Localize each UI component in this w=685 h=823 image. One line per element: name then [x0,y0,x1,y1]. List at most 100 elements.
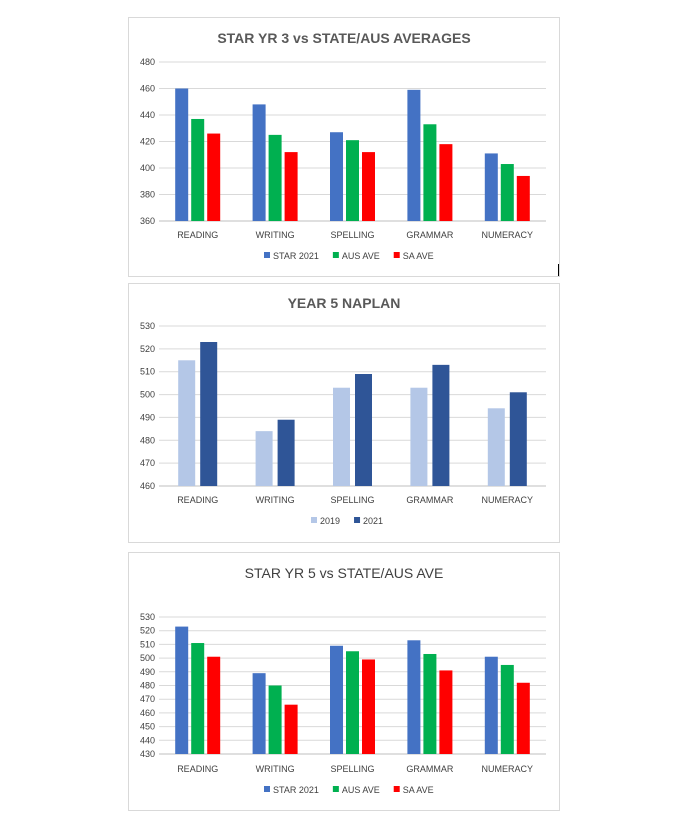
y-tick-label: 480 [140,57,155,67]
x-category-label: SPELLING [330,495,374,505]
chart-title: STAR YR 5 vs STATE/AUS AVE [245,565,444,581]
y-tick-label: 460 [140,481,155,491]
y-tick-label: 490 [140,412,155,422]
legend-label-aus-ave: AUS AVE [342,251,380,261]
y-tick-label: 470 [140,694,155,704]
legend-swatch-aus-ave [332,252,339,258]
bar-sa-ave-writing [284,704,298,754]
legend-swatch-aus-ave [332,786,339,792]
bar-2019-writing [255,431,273,486]
y-tick-label: 460 [140,708,155,718]
y-tick-label: 530 [140,321,155,331]
x-category-label: WRITING [256,230,295,240]
bar-2021-spelling [355,374,372,486]
x-category-label: NUMERACY [482,230,534,240]
x-category-label: SPELLING [330,230,374,240]
bar-aus-ave-reading [191,643,205,754]
y-tick-label: 380 [140,190,155,200]
bar-star-2021-writing [252,104,266,221]
x-category-label: GRAMMAR [406,764,454,774]
chart-panel-star-yr3: STAR YR 3 vs STATE/AUS AVERAGES 360 380 400… [128,17,560,277]
y-tick-label: 480 [140,435,155,445]
y-tick-label: 520 [140,626,155,636]
bar-star-2021-spelling [330,132,343,221]
y-tick-label: 450 [140,722,155,732]
bar-star-2021-grammar [407,89,421,221]
bar-sa-ave-grammar [439,670,453,754]
y-tick-label: 500 [140,390,155,400]
bar-star-2021-numeracy [484,656,498,754]
bar-2019-spelling [333,387,350,486]
legend-label-aus-ave: AUS AVE [342,785,380,795]
y-tick-label: 360 [140,216,155,226]
legend-swatch-2019 [311,517,317,523]
bar-sa-ave-numeracy [516,175,530,221]
bar-sa-ave-spelling [362,152,375,221]
legend-swatch-2021 [354,517,361,523]
legend-swatch-sa-ave [393,252,400,258]
chart-panel-year5-naplan: YEAR 5 NAPLAN 460 470 480 490 500 510 520 530 REA… [128,283,560,543]
y-tick-label: 530 [140,612,155,622]
bar-star-2021-spelling [330,645,343,754]
bar-2019-numeracy [487,408,505,486]
x-category-label: NUMERACY [482,764,534,774]
bar-aus-ave-numeracy [500,664,514,754]
y-tick-label: 460 [140,84,155,94]
x-category-label: NUMERACY [482,495,534,505]
x-category-label: GRAMMAR [406,495,454,505]
bar-star-2021-writing [252,673,266,754]
bar-aus-ave-writing [268,134,282,221]
legend-label-star-2021: STAR 2021 [273,785,319,795]
bar-star-2021-reading [175,626,189,754]
bar-aus-ave-grammar [423,653,437,754]
y-tick-label: 500 [140,653,155,663]
bar-2021-grammar [432,364,450,486]
y-tick-label: 520 [140,344,155,354]
x-category-label: SPELLING [330,764,374,774]
x-category-label: WRITING [256,495,295,505]
bar-sa-ave-reading [207,656,221,754]
bar-2021-numeracy [509,392,527,486]
y-tick-label: 430 [140,749,155,759]
y-tick-label: 470 [140,458,155,468]
x-category-label: READING [177,230,218,240]
y-tick-label: 440 [140,735,155,745]
chart-title: YEAR 5 NAPLAN [288,295,401,311]
y-tick-label: 510 [140,639,155,649]
legend-label-2021: 2021 [363,516,383,526]
legend-swatch-star-2021 [264,252,270,258]
legend-label-2019: 2019 [320,516,340,526]
bar-2019-reading [178,360,196,486]
bar-aus-ave-grammar [423,124,437,221]
bar-sa-ave-numeracy [516,682,530,754]
chart-star-yr5: STAR YR 5 vs STATE/AUS AVE 430 440 450 460 47… [140,565,546,795]
legend-swatch-sa-ave [393,786,400,792]
bar-star-2021-reading [175,88,189,221]
y-tick-label: 440 [140,110,155,120]
bar-2021-reading [200,342,218,486]
bar-sa-ave-writing [284,152,298,221]
bar-star-2021-numeracy [484,153,498,221]
chart-title: STAR YR 3 vs STATE/AUS AVERAGES [217,30,470,46]
x-category-label: GRAMMAR [406,230,454,240]
chart-star-yr3: STAR YR 3 vs STATE/AUS AVERAGES 360 380 400… [140,30,546,261]
legend-label-star-2021: STAR 2021 [273,251,319,261]
bar-aus-ave-writing [268,685,282,754]
y-tick-label: 400 [140,163,155,173]
text-cursor [558,264,559,276]
chart-panel-star-yr5: STAR YR 5 vs STATE/AUS AVE 430 440 450 460 47… [128,552,560,811]
y-tick-label: 490 [140,667,155,677]
bar-aus-ave-spelling [346,140,359,221]
legend-label-sa-ave: SA AVE [403,251,434,261]
legend-swatch-star-2021 [264,786,270,792]
x-category-label: READING [177,495,218,505]
legend-label-sa-ave: SA AVE [403,785,434,795]
y-tick-label: 480 [140,681,155,691]
bar-aus-ave-numeracy [500,164,514,221]
chart-year5-naplan: YEAR 5 NAPLAN 460 470 480 490 500 510 520 530 REA… [140,295,546,526]
bar-aus-ave-spelling [346,651,359,754]
bar-star-2021-grammar [407,640,421,754]
bar-sa-ave-spelling [362,659,375,754]
bar-sa-ave-reading [207,133,221,221]
y-tick-label: 420 [140,137,155,147]
